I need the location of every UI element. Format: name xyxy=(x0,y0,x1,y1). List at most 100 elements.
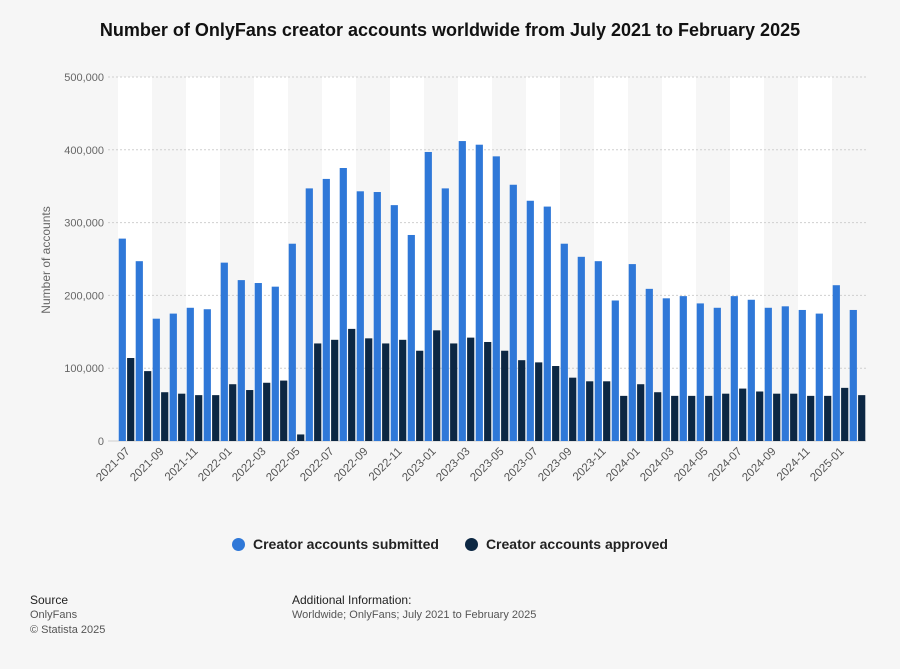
bar-approved xyxy=(586,381,594,441)
bar-approved xyxy=(705,395,713,441)
legend: Creator accounts submitted Creator accou… xyxy=(0,536,900,552)
x-tick-label: 2024-09 xyxy=(740,446,778,484)
bar-approved xyxy=(722,393,730,441)
x-axis-ticks: 2021-072021-092021-112022-012022-032022-… xyxy=(94,446,846,484)
bar-approved xyxy=(433,330,441,441)
bar-approved xyxy=(144,371,152,441)
bar-approved xyxy=(467,337,475,441)
bar-approved xyxy=(178,393,186,441)
bar-approved xyxy=(484,341,492,441)
bar-submitted xyxy=(271,286,279,441)
bar-approved xyxy=(348,328,356,441)
source-header: Source xyxy=(30,593,69,607)
x-tick-label: 2022-03 xyxy=(230,446,268,484)
legend-label-submitted: Creator accounts submitted xyxy=(253,536,439,552)
bar-approved xyxy=(246,390,254,441)
bar-approved xyxy=(552,366,560,441)
bar-submitted xyxy=(764,307,772,441)
x-tick-label: 2024-01 xyxy=(604,446,642,484)
bar-submitted xyxy=(628,264,636,441)
bar-approved xyxy=(739,388,747,441)
y-axis-ticks: 0 100,000 200,000 300,000 400,000 500,000 xyxy=(64,72,104,448)
bar-submitted xyxy=(424,151,432,441)
legend-label-approved: Creator accounts approved xyxy=(485,536,668,552)
x-tick-label: 2021-11 xyxy=(163,446,201,484)
y-tick-label: 100,000 xyxy=(64,363,104,375)
bar-approved xyxy=(399,339,407,441)
x-tick-label: 2023-07 xyxy=(502,446,540,484)
bar-approved xyxy=(297,434,305,441)
bar-submitted xyxy=(305,188,313,441)
additional-info-text: Worldwide; OnlyFans; July 2021 to Februa… xyxy=(292,609,537,621)
bar-approved xyxy=(280,380,288,441)
bar-submitted xyxy=(203,309,211,441)
y-tick-label: 200,000 xyxy=(64,290,104,302)
x-tick-label: 2024-03 xyxy=(638,446,676,484)
source-name[interactable]: OnlyFans xyxy=(30,609,78,621)
bar-submitted xyxy=(832,285,840,441)
bar-submitted xyxy=(713,307,721,441)
bar-submitted xyxy=(509,184,517,441)
bar-approved xyxy=(773,393,781,441)
y-tick-label: 0 xyxy=(98,436,104,448)
bar-submitted xyxy=(169,313,177,441)
bar-approved xyxy=(212,395,220,441)
source-block: Source OnlyFans © Statista 2025 xyxy=(30,593,105,638)
y-axis-label: Number of accounts xyxy=(39,206,53,313)
copyright[interactable]: © Statista 2025 xyxy=(30,624,106,636)
bar-approved xyxy=(807,395,815,441)
x-tick-label: 2024-07 xyxy=(706,446,744,484)
bar-approved xyxy=(518,360,526,441)
bar-submitted xyxy=(560,243,568,441)
bar-approved xyxy=(603,381,611,441)
x-tick-label: 2024-05 xyxy=(672,446,710,484)
bar-submitted xyxy=(526,200,534,441)
bar-approved xyxy=(331,339,339,441)
bar-submitted xyxy=(441,188,449,441)
x-tick-label: 2023-09 xyxy=(536,446,574,484)
x-tick-label: 2023-03 xyxy=(434,446,472,484)
x-tick-label: 2021-09 xyxy=(128,446,166,484)
bar-approved xyxy=(501,350,509,441)
additional-info-block: Additional Information: Worldwide; OnlyF… xyxy=(292,593,536,623)
bar-submitted xyxy=(458,141,466,441)
bar-submitted xyxy=(407,234,415,441)
bar-submitted xyxy=(781,306,789,441)
x-tick-label: 2023-05 xyxy=(468,446,506,484)
bar-submitted xyxy=(254,283,262,441)
bar-submitted xyxy=(798,309,806,441)
x-tick-label: 2025-01 xyxy=(808,446,846,484)
bar-submitted xyxy=(220,262,228,441)
bar-approved xyxy=(195,395,203,441)
bar-approved xyxy=(620,395,628,441)
bar-submitted xyxy=(237,280,245,441)
x-tick-label: 2022-09 xyxy=(332,446,370,484)
bar-submitted xyxy=(679,296,687,441)
bar-approved xyxy=(263,382,271,441)
additional-info-header: Additional Information: xyxy=(292,593,412,607)
x-tick-label: 2021-07 xyxy=(94,446,132,484)
x-tick-label: 2022-11 xyxy=(367,446,405,484)
bar-submitted xyxy=(747,299,755,441)
bar-approved xyxy=(229,384,237,441)
bar-approved xyxy=(365,338,373,441)
legend-dot-submitted xyxy=(232,537,245,551)
bar-approved xyxy=(382,343,390,441)
bar-submitted xyxy=(322,178,330,442)
bar-submitted xyxy=(594,261,602,441)
bar-submitted xyxy=(662,298,670,441)
x-tick-label: 2024-11 xyxy=(775,446,813,484)
bar-submitted xyxy=(118,238,126,441)
bar-approved xyxy=(637,384,645,441)
bar-submitted xyxy=(645,288,653,441)
legend-item-submitted[interactable]: Creator accounts submitted xyxy=(232,536,439,552)
x-tick-label: 2023-11 xyxy=(571,446,609,484)
bar-approved xyxy=(790,393,798,441)
bar-approved xyxy=(756,391,764,441)
bar-submitted xyxy=(356,191,364,441)
bar-approved xyxy=(535,362,543,441)
y-tick-label: 300,000 xyxy=(64,218,104,230)
x-tick-label: 2022-05 xyxy=(264,446,302,484)
legend-item-approved[interactable]: Creator accounts approved xyxy=(464,536,668,552)
bar-submitted xyxy=(339,168,347,441)
